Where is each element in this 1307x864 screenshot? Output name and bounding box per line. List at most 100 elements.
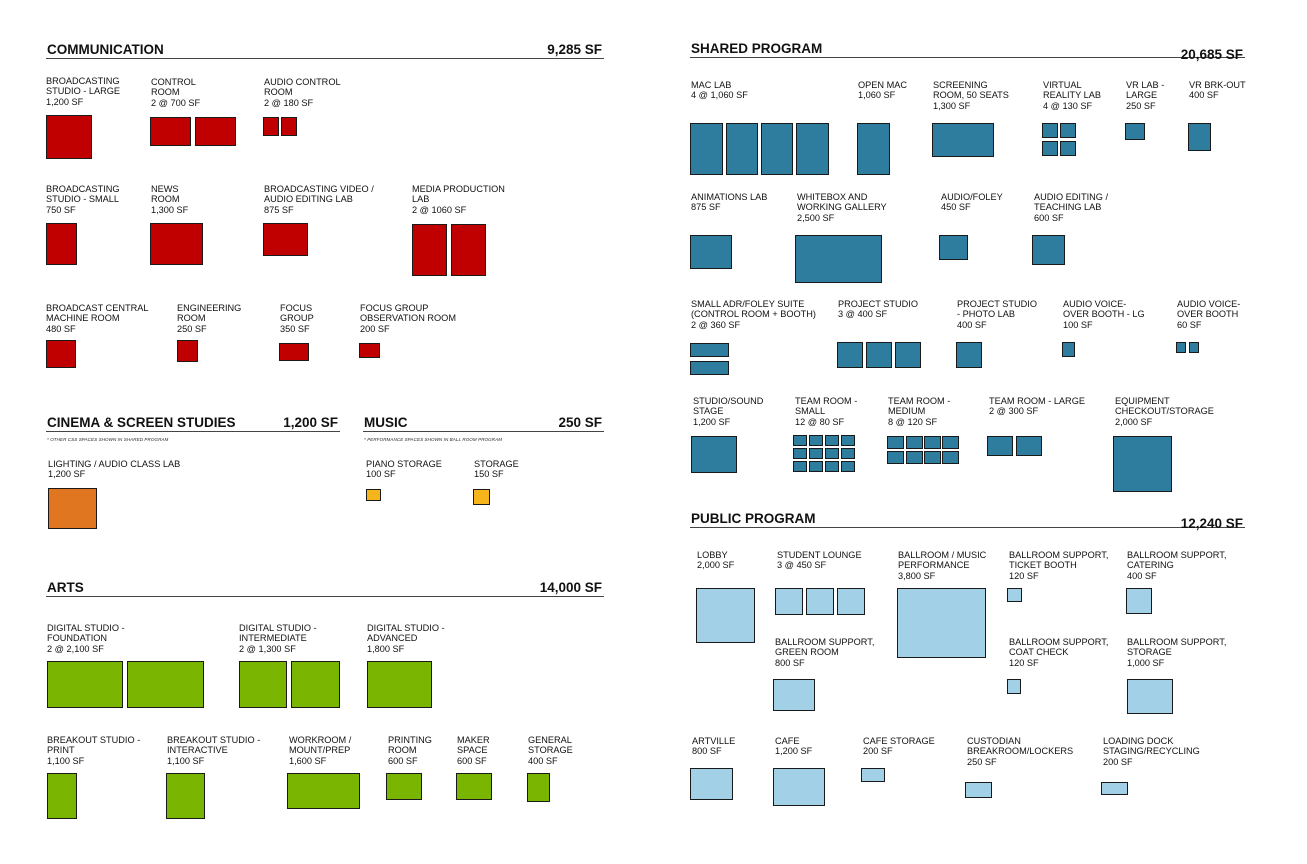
space-label-line: BROADCASTING: [46, 184, 120, 194]
space-label-line: 875 SF: [691, 202, 721, 213]
space-label-line: STAGING/RECYCLING: [1103, 746, 1200, 757]
space-label-line: 2,000 SF: [697, 560, 735, 571]
space-label-line: 400 SF: [1189, 90, 1219, 101]
space-label-line: 2,000 SF: [1115, 416, 1153, 427]
space-label-line: GENERAL: [528, 735, 572, 745]
space-label-line: 400 SF: [1127, 570, 1157, 581]
space-label-line: 1,060 SF: [858, 90, 896, 101]
section-header-arts: ARTS 14,000 SF: [46, 580, 604, 597]
room-block: [906, 451, 923, 464]
space-label-line: VIRTUAL: [1043, 80, 1082, 90]
room-block: [887, 451, 904, 464]
room-block: [195, 117, 236, 146]
section-area: 20,685 SF: [1180, 47, 1243, 62]
room-block: [857, 123, 890, 175]
space-label-line: NEWS: [151, 184, 179, 194]
space-label-line: 800 SF: [692, 746, 722, 757]
space-label-line: INTERACTIVE: [167, 745, 228, 756]
room-block: [1113, 436, 1172, 492]
space-label-line: SCREENING: [933, 80, 988, 90]
space-label-line: BALLROOM SUPPORT,: [775, 637, 875, 647]
room-block: [932, 123, 994, 157]
space-label-line: PIANO STORAGE: [366, 459, 442, 469]
room-block: [942, 451, 959, 464]
space-label-line: ENGINEERING: [177, 303, 242, 313]
space-label-line: BREAKOUT STUDIO -: [167, 735, 261, 745]
space-label-line: 200 SF: [1103, 756, 1133, 767]
space-label-line: PROJECT STUDIO: [838, 299, 918, 309]
space-label-line: ROOM: [264, 87, 293, 98]
room-block: [1060, 141, 1076, 156]
room-block: [1127, 679, 1173, 714]
space-label: BALLROOM SUPPORT, TICKET BOOTH 120 SF: [1009, 550, 1108, 581]
space-label: DIGITAL STUDIO - INTERMEDIATE 2 @ 1,300 SF: [239, 623, 317, 654]
space-label: SCREENING ROOM, 50 SEATS 1,300 SF: [933, 80, 1009, 111]
room-block: [1126, 588, 1152, 614]
space-label-line: 1,600 SF: [289, 755, 327, 766]
room-block: [690, 343, 729, 357]
room-block: [887, 436, 904, 449]
space-label: CUSTODIAN BREAKROOM/LOCKERS 250 SF: [967, 736, 1073, 767]
space-label: PROJECT STUDIO 3 @ 400 SF: [838, 299, 918, 320]
room-block: [451, 224, 486, 276]
space-label-line: BROADCASTING VIDEO /: [264, 184, 374, 194]
room-block: [1042, 141, 1058, 156]
space-label: LOADING DOCK STAGING/RECYCLING 200 SF: [1103, 736, 1200, 767]
room-block: [287, 773, 360, 809]
space-label-line: BROADCAST CENTRAL: [46, 303, 149, 313]
space-label-line: 2 @ 700 SF: [151, 97, 201, 108]
space-label-line: FOCUS: [280, 303, 313, 313]
space-label-line: GREEN ROOM: [775, 647, 839, 658]
space-label-line: TEAM ROOM - LARGE: [989, 396, 1085, 406]
room-block: [1062, 342, 1075, 357]
room-block: [690, 235, 732, 269]
space-label: BROADCASTING STUDIO - LARGE 1,200 SF: [46, 76, 120, 107]
space-label-line: 1,200 SF: [693, 416, 731, 427]
space-label: AUDIO VOICE- OVER BOOTH - LG 100 SF: [1063, 299, 1145, 330]
space-label-line: MEDIUM: [888, 406, 926, 417]
space-label-line: ANIMATIONS LAB: [691, 192, 768, 202]
space-label-line: 750 SF: [46, 204, 76, 215]
space-label-line: BREAKOUT STUDIO -: [47, 735, 141, 745]
space-label-line: 2 @ 1060 SF: [412, 204, 467, 215]
room-block: [837, 342, 863, 368]
space-label-line: 1,300 SF: [151, 204, 189, 215]
space-label-line: STUDIO - LARGE: [46, 86, 121, 97]
section-area: 12,240 SF: [1180, 516, 1243, 531]
space-label-line: AUDIO EDITING /: [1034, 192, 1109, 202]
room-block: [366, 489, 381, 501]
room-block: [696, 588, 755, 643]
space-label-line: 100 SF: [1063, 319, 1093, 330]
space-label-line: MAC LAB: [691, 80, 732, 90]
space-label: VR BRK-OUT 400 SF: [1189, 80, 1246, 101]
room-block: [1188, 123, 1211, 151]
space-label: VR LAB - LARGE 250 SF: [1126, 80, 1164, 111]
space-label-line: 12 @ 80 SF: [795, 416, 845, 427]
space-label-line: BALLROOM SUPPORT,: [1127, 550, 1227, 560]
space-label: BALLROOM SUPPORT, STORAGE 1,000 SF: [1127, 637, 1226, 668]
room-block: [1032, 235, 1065, 265]
space-label-line: TEAM ROOM -: [888, 396, 951, 406]
room-block: [841, 435, 855, 446]
space-label-line: 450 SF: [941, 202, 971, 213]
room-block: [177, 340, 198, 362]
room-block: [690, 768, 733, 800]
space-label-line: OVER BOOTH - LG: [1063, 309, 1145, 320]
room-block: [825, 461, 839, 472]
space-label-line: CATERING: [1127, 560, 1174, 571]
space-label-line: 120 SF: [1009, 570, 1039, 581]
space-label-line: BROADCASTING: [46, 76, 120, 86]
room-block: [1176, 342, 1186, 353]
space-label-line: TICKET BOOTH: [1009, 560, 1077, 571]
space-label-line: STAGE: [693, 406, 724, 417]
space-label: NEWS ROOM 1,300 SF: [151, 184, 188, 215]
section-title: SHARED PROGRAM: [691, 41, 823, 56]
room-block: [924, 436, 941, 449]
room-block: [775, 588, 803, 615]
space-label-line: TEAM ROOM -: [795, 396, 858, 406]
room-block: [841, 461, 855, 472]
space-label-line: GROUP: [280, 313, 314, 324]
space-label: PROJECT STUDIO - PHOTO LAB 400 SF: [957, 299, 1037, 330]
space-label-line: 3 @ 450 SF: [777, 560, 827, 571]
space-label-line: 2 @ 180 SF: [264, 97, 314, 108]
